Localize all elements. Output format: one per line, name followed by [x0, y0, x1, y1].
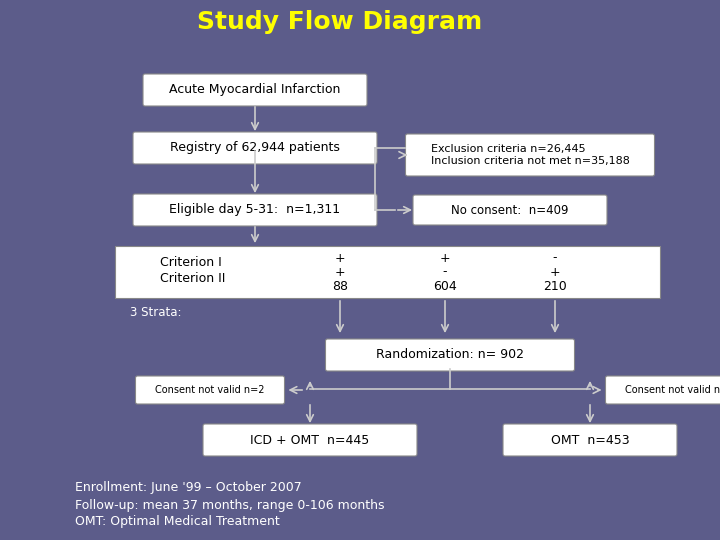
Text: Randomization: n= 902: Randomization: n= 902 — [376, 348, 524, 361]
Text: ICD + OMT  n=445: ICD + OMT n=445 — [251, 434, 369, 447]
Text: 210: 210 — [543, 280, 567, 294]
Text: -: - — [553, 252, 557, 265]
FancyBboxPatch shape — [606, 376, 720, 404]
Text: OMT: Optimal Medical Treatment: OMT: Optimal Medical Treatment — [75, 516, 280, 529]
Text: OMT  n=453: OMT n=453 — [551, 434, 629, 447]
Text: 88: 88 — [332, 280, 348, 294]
Text: +: + — [335, 252, 346, 265]
Text: Exclusion criteria n=26,445
Inclusion criteria not met n=35,188: Exclusion criteria n=26,445 Inclusion cr… — [431, 144, 629, 166]
FancyBboxPatch shape — [203, 424, 417, 456]
Text: Criterion I: Criterion I — [160, 255, 222, 268]
FancyBboxPatch shape — [325, 339, 575, 371]
Text: Study Flow Diagram: Study Flow Diagram — [197, 10, 482, 34]
FancyBboxPatch shape — [503, 424, 677, 456]
FancyBboxPatch shape — [413, 195, 607, 225]
Text: Eligible day 5-31:  n=1,311: Eligible day 5-31: n=1,311 — [169, 204, 341, 217]
Text: No consent:  n=409: No consent: n=409 — [451, 204, 569, 217]
FancyBboxPatch shape — [135, 376, 284, 404]
Text: Follow-up: mean 37 months, range 0-106 months: Follow-up: mean 37 months, range 0-106 m… — [75, 498, 384, 511]
FancyBboxPatch shape — [115, 246, 660, 298]
Text: Registry of 62,944 patients: Registry of 62,944 patients — [170, 141, 340, 154]
Text: Enrollment: June '99 – October 2007: Enrollment: June '99 – October 2007 — [75, 481, 302, 494]
FancyBboxPatch shape — [133, 194, 377, 226]
Text: 3 Strata:: 3 Strata: — [130, 307, 181, 320]
Text: -: - — [443, 266, 447, 279]
Text: Criterion II: Criterion II — [160, 272, 225, 285]
Text: +: + — [440, 252, 450, 265]
Text: 604: 604 — [433, 280, 457, 294]
FancyBboxPatch shape — [405, 134, 654, 176]
Text: +: + — [335, 266, 346, 279]
Text: Consent not valid n=2: Consent not valid n=2 — [156, 385, 265, 395]
Text: Consent not valid n=2: Consent not valid n=2 — [625, 385, 720, 395]
FancyBboxPatch shape — [143, 74, 367, 106]
Text: +: + — [549, 266, 560, 279]
FancyBboxPatch shape — [133, 132, 377, 164]
Text: Acute Myocardial Infarction: Acute Myocardial Infarction — [169, 84, 341, 97]
